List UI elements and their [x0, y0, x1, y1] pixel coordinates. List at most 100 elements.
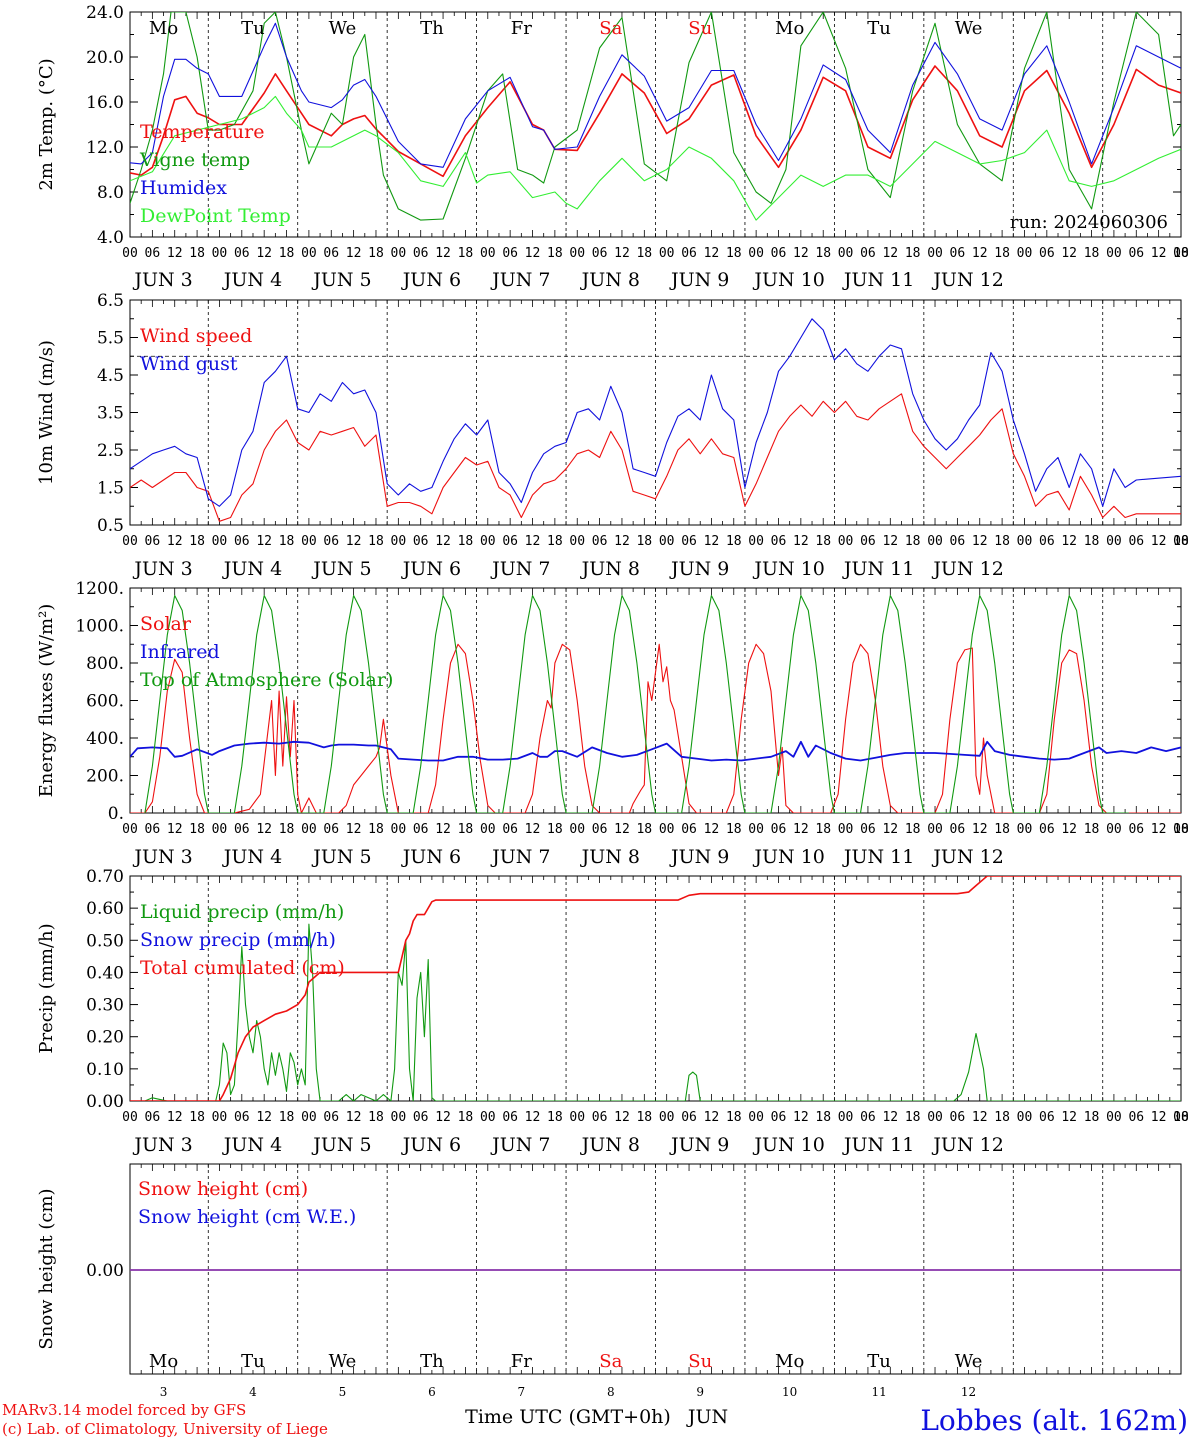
day-number-label: 5: [339, 1385, 347, 1399]
hour-tick-label: 12: [1061, 534, 1077, 549]
legend-entry: Snow height (cm): [138, 1178, 308, 1200]
plot-frame: [129, 11, 1182, 238]
hour-tick-label: 18: [994, 534, 1010, 549]
hour-tick-label: 18: [815, 1110, 831, 1125]
day-date-label: JUN 3: [132, 846, 192, 868]
legend-entry: Snow height (cm W.E.): [138, 1206, 356, 1228]
hour-tick-label: 06: [323, 822, 339, 837]
hour-tick-label: 06: [1039, 534, 1055, 549]
hour-tick-label: 18: [279, 822, 295, 837]
legend-entry: Infrared: [140, 641, 220, 663]
hour-tick-label: 06: [1039, 246, 1055, 261]
legend-entry: Liquid precip (mm/h): [140, 901, 344, 923]
hour-tick-label: 18: [189, 534, 205, 549]
hour-tick-label: 00: [927, 246, 943, 261]
y-tick-label: 5.5: [97, 329, 124, 349]
day-date-label: JUN 10: [752, 846, 824, 868]
legend-entry: DewPoint Temp: [140, 205, 291, 227]
series-line-infrared: [130, 740, 1181, 762]
hour-tick-label: 06: [1128, 822, 1144, 837]
hour-tick-label: 12: [614, 246, 630, 261]
y-tick-label: 200.: [86, 767, 124, 787]
hour-tick-label: 18: [189, 246, 205, 261]
hour-tick-label: 12: [972, 822, 988, 837]
hour-tick-label: 12: [1151, 534, 1167, 549]
hour-tick-label: 06: [1128, 534, 1144, 549]
hour-tick-label: 00: [301, 822, 317, 837]
hour-tick-label: 18: [994, 1110, 1010, 1125]
hour-tick-label: 06: [950, 1110, 966, 1125]
hour-tick-label: 18: [1173, 822, 1189, 837]
panel-wind: 0.5 1.5 2.5 3.5 4.5 5.5 6.5 10m Wind (m/s) Wind …: [36, 291, 1189, 580]
y-tick-label: 0.20: [86, 1028, 124, 1048]
hour-tick-label: 00: [659, 246, 675, 261]
hour-tick-label: 18: [368, 534, 384, 549]
y-tick-label: 400.: [86, 729, 124, 749]
weekday-label: Mo: [775, 1351, 804, 1372]
hour-tick-label: 00: [659, 822, 675, 837]
series-line-dewpoint-temp: [130, 95, 1181, 221]
hour-tick-label: 00: [1106, 534, 1122, 549]
x-axis-label: Time UTC (GMT+0h): [465, 1406, 671, 1428]
hour-tick-label: 12: [704, 534, 720, 549]
day-date-label: JUN 4: [222, 269, 282, 291]
weekday-label: We: [955, 18, 983, 39]
y-tick-label: 8.0: [97, 183, 124, 203]
hour-tick-label: 18: [547, 822, 563, 837]
hour-tick-label: 00: [301, 534, 317, 549]
weekday-label: Tu: [241, 18, 265, 39]
hour-tick-label: 06: [860, 1110, 876, 1125]
hour-tick-label: 18: [726, 1110, 742, 1125]
day-date-label: JUN 5: [311, 846, 371, 868]
hour-tick-label: 12: [1151, 1110, 1167, 1125]
hour-tick-label: 12: [256, 534, 272, 549]
hour-tick-label: 12: [972, 246, 988, 261]
day-number-label: 4: [249, 1385, 257, 1399]
hour-tick-label: 00: [569, 534, 585, 549]
day-date-label: JUN 11: [842, 269, 914, 291]
y-axis-label: Energy fluxes (W/m²): [36, 604, 57, 798]
hour-tick-label: 06: [950, 534, 966, 549]
hour-tick-label: 06: [413, 246, 429, 261]
hour-tick-label: 18: [1084, 534, 1100, 549]
hour-tick-label: 18: [279, 246, 295, 261]
hour-tick-label: 12: [346, 246, 362, 261]
hour-tick-label: 18: [279, 1110, 295, 1125]
y-tick-label: 0.: [108, 804, 124, 824]
y-tick-label: 2.5: [97, 441, 124, 461]
day-date-label: JUN 12: [931, 1134, 1003, 1156]
weekday-label: Mo: [149, 1351, 178, 1372]
hour-tick-label: 18: [547, 1110, 563, 1125]
hour-tick-label: 18: [815, 534, 831, 549]
day-date-label: JUN 3: [132, 269, 192, 291]
y-tick-label: 24.0: [86, 3, 124, 23]
hour-tick-label: 18: [726, 534, 742, 549]
hour-tick-label: 12: [346, 822, 362, 837]
day-number-label: 7: [518, 1385, 526, 1399]
hour-tick-label: 12: [435, 822, 451, 837]
y-axis-label: Snow height (cm): [36, 1188, 57, 1349]
hour-tick-label: 12: [793, 1110, 809, 1125]
hour-tick-label: 18: [368, 822, 384, 837]
hour-tick-label: 12: [1061, 246, 1077, 261]
hour-tick-label: 18: [905, 246, 921, 261]
series-line-liquid-precip-mm-h: [130, 923, 1181, 1101]
day-date-label: JUN 6: [401, 1134, 461, 1156]
hour-tick-label: 00: [1173, 822, 1189, 837]
hour-tick-label: 00: [569, 246, 585, 261]
hour-tick-label: 12: [882, 246, 898, 261]
hour-tick-label: 00: [1017, 1110, 1033, 1125]
hour-tick-label: 12: [972, 534, 988, 549]
hour-tick-label: 12: [882, 822, 898, 837]
hour-tick-label: 12: [346, 534, 362, 549]
y-tick-label: 16.0: [86, 93, 124, 113]
hour-tick-label: 12: [435, 534, 451, 549]
hour-tick-label: 06: [681, 1110, 697, 1125]
y-tick-label: 800.: [86, 654, 124, 674]
hour-tick-label: 18: [636, 822, 652, 837]
hour-tick-label: 06: [592, 1110, 608, 1125]
hour-tick-label: 12: [614, 822, 630, 837]
hour-tick-label: 18: [368, 1110, 384, 1125]
hour-tick-label: 18: [1084, 1110, 1100, 1125]
day-date-label: JUN 8: [580, 1134, 640, 1156]
